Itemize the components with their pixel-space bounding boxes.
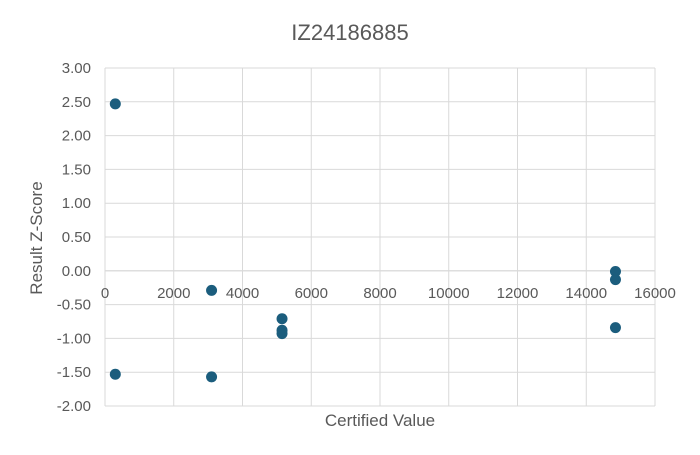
data-point	[109, 98, 121, 110]
data-point	[609, 265, 621, 277]
data-point	[609, 274, 621, 286]
data-point	[609, 322, 621, 334]
x-tick-label: 6000	[295, 285, 328, 302]
data-point	[109, 368, 121, 380]
data-point	[206, 371, 218, 383]
x-tick-label: 10000	[428, 285, 470, 302]
y-tick-label: -0.50	[57, 297, 91, 314]
y-tick-label: 0.50	[62, 229, 91, 246]
y-tick-label: 1.50	[62, 161, 91, 178]
y-tick-label: 2.00	[62, 128, 91, 145]
data-points	[109, 98, 621, 383]
x-tick-label: 2000	[157, 285, 190, 302]
y-tick-label: -1.00	[57, 330, 91, 347]
x-axis-label: Certified Value	[325, 411, 435, 430]
y-axis-ticks: -2.00 -1.50 -1.00 -0.50 0.00 0.50 1.00 1.50 2.00…	[57, 60, 91, 415]
data-point	[276, 328, 288, 340]
x-tick-label: 12000	[497, 285, 539, 302]
y-tick-label: 0.00	[62, 263, 91, 280]
data-point	[276, 313, 288, 325]
chart-title: IZ24186885	[291, 20, 408, 45]
x-tick-label: 4000	[226, 285, 259, 302]
x-axis-ticks: 0 2000 4000 6000 8000 10000 12000 14000 16000	[101, 285, 676, 302]
y-tick-label: -1.50	[57, 364, 91, 381]
x-tick-label: 14000	[565, 285, 607, 302]
x-tick-label: 0	[101, 285, 109, 302]
grid	[104, 67, 656, 407]
y-tick-label: 3.00	[62, 60, 91, 77]
y-axis-label: Result Z-Score	[27, 181, 46, 294]
data-point	[206, 284, 218, 296]
x-tick-label: 8000	[363, 285, 396, 302]
y-tick-label: 2.50	[62, 94, 91, 111]
x-tick-label: 16000	[634, 285, 676, 302]
y-tick-label: 1.00	[62, 195, 91, 212]
y-tick-label: -2.00	[57, 398, 91, 415]
